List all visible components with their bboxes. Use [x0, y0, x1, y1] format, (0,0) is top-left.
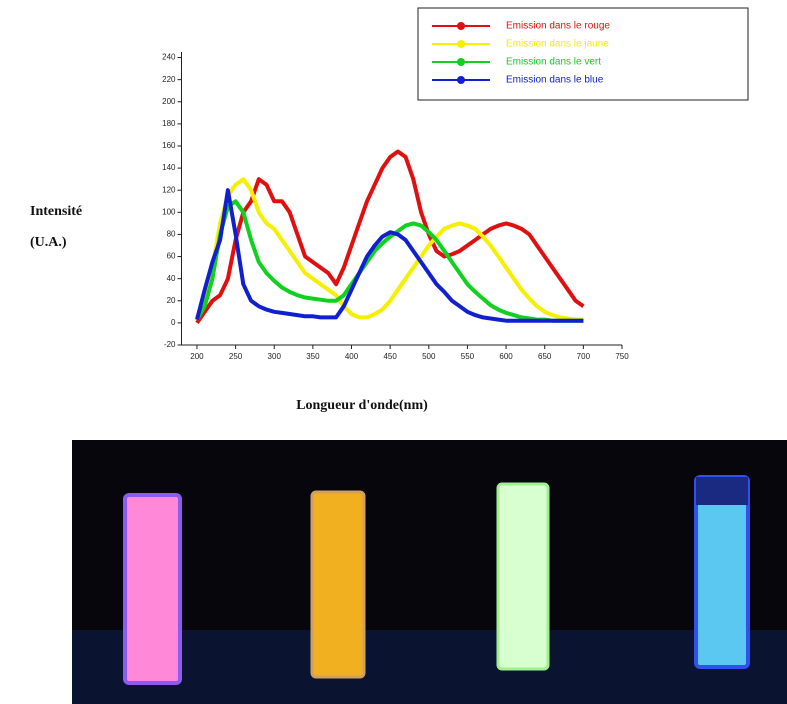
- x-tick-label: 750: [615, 352, 629, 361]
- y-tick-label: 80: [167, 230, 176, 239]
- x-tick-label: 400: [345, 352, 359, 361]
- x-tick-label: 500: [422, 352, 436, 361]
- y-tick-label: 220: [162, 75, 176, 84]
- y-tick-label: 200: [162, 97, 176, 106]
- x-axis-title: Longueur d'onde(nm): [296, 398, 428, 413]
- y-tick-label: 40: [167, 274, 176, 283]
- y-tick-label: 240: [162, 53, 176, 62]
- x-tick-label: 200: [190, 352, 204, 361]
- x-tick-label: 700: [577, 352, 591, 361]
- series-line: [195, 149, 585, 325]
- legend-label: Emission dans le vert: [506, 57, 601, 68]
- y-tick-label: 20: [167, 296, 176, 305]
- y-tick-label: 120: [162, 185, 176, 194]
- y-tick-label: 160: [162, 141, 176, 150]
- legend-marker: [457, 22, 465, 30]
- legend-marker: [457, 40, 465, 48]
- legend-marker: [457, 58, 465, 66]
- y-tick-label: 140: [162, 163, 176, 172]
- x-tick-label: 300: [268, 352, 282, 361]
- series-line: [195, 188, 584, 323]
- y-tick-label: 100: [162, 207, 176, 216]
- photo: [72, 440, 787, 704]
- legend-label: Emission dans le jaune: [506, 39, 609, 50]
- x-tick-label: 650: [538, 352, 552, 361]
- y-tick-label: -20: [164, 340, 176, 349]
- legend-label: Emission dans le blue: [506, 75, 604, 86]
- series-line: [195, 199, 584, 323]
- y-tick-label: 60: [167, 252, 176, 261]
- y-axis-title: (U.A.): [30, 235, 67, 250]
- legend-marker: [457, 76, 465, 84]
- x-tick-label: 250: [229, 352, 243, 361]
- legend-label: Emission dans le rouge: [506, 21, 610, 32]
- x-tick-label: 600: [499, 352, 513, 361]
- y-tick-label: 0: [171, 318, 176, 327]
- series-line: [195, 177, 584, 322]
- x-tick-label: 450: [383, 352, 397, 361]
- y-tick-label: 180: [162, 119, 176, 128]
- y-axis-title: Intensité: [30, 204, 82, 219]
- x-tick-label: 550: [461, 352, 475, 361]
- legend-box: [417, 7, 749, 101]
- x-tick-label: 350: [306, 352, 320, 361]
